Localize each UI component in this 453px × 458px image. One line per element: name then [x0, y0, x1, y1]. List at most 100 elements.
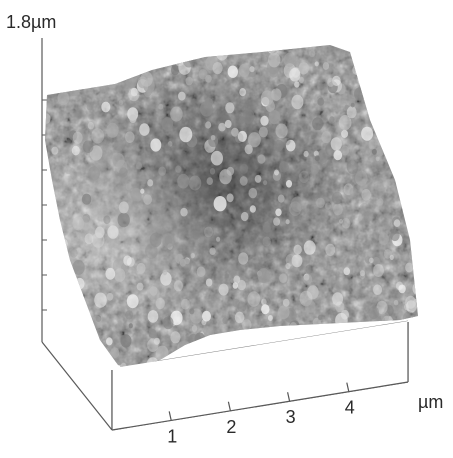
surface-grain [415, 293, 418, 301]
surface-grain [316, 197, 325, 208]
surface-grain [91, 128, 105, 144]
surface-grain [128, 323, 133, 329]
surface-grain [340, 145, 350, 156]
surface-grain [57, 330, 62, 336]
surface-grain [198, 69, 208, 80]
surface-grain [354, 87, 366, 101]
surface-grain [87, 121, 94, 130]
surface-grain [177, 173, 190, 189]
surface-grain [266, 254, 272, 261]
surface-grain [204, 122, 210, 129]
surface-grain [57, 352, 66, 363]
surface-grain [106, 122, 119, 138]
surface-grain [368, 306, 380, 320]
surface-grain [227, 65, 238, 78]
surface-grain [410, 333, 418, 348]
surface-grain [86, 104, 92, 111]
surface-grain [130, 187, 142, 202]
surface-grain [162, 269, 168, 276]
surface-grain [79, 216, 91, 230]
surface-grain [307, 285, 319, 300]
surface-grain [247, 291, 261, 307]
surface-grain [107, 225, 119, 239]
surface-grain [106, 292, 114, 301]
surface-grain [170, 197, 179, 208]
surface-grain [375, 108, 381, 115]
surface-grain [140, 71, 153, 87]
surface-grain [110, 347, 120, 359]
surface-grain [117, 212, 130, 228]
surface-grain [205, 121, 212, 129]
x-tick-mark [168, 411, 172, 421]
surface-grain [71, 145, 80, 156]
surface-grain [372, 182, 385, 198]
surface-grain [113, 138, 125, 151]
surface-grain [407, 197, 413, 204]
surface-grain [410, 115, 417, 124]
surface-grain [212, 62, 223, 75]
surface-grain [140, 188, 145, 194]
surface-grain [305, 264, 314, 274]
surface-grain [249, 66, 255, 73]
surface-grain [312, 117, 324, 131]
surface-grain [402, 123, 415, 137]
surface-grain [244, 144, 253, 155]
surface-grain [238, 252, 249, 265]
surface-grain [408, 64, 418, 78]
surface-grain [234, 132, 244, 143]
surface-grain [94, 45, 105, 57]
surface-grain [136, 262, 146, 274]
surface-grain [248, 132, 261, 148]
surface-grain [147, 179, 154, 187]
x-axis-ticks: 1 2 3 4 [167, 382, 355, 446]
surface-grain [75, 353, 88, 368]
surface-grain [190, 253, 195, 259]
surface-grain [362, 86, 372, 98]
surface-grain [216, 236, 221, 242]
surface-grain [129, 114, 137, 123]
surface-grain [275, 208, 282, 217]
x-tick-mark [346, 382, 350, 392]
surface-grain [371, 81, 384, 96]
surface-grain [75, 128, 88, 144]
surface-grain [180, 298, 190, 310]
surface-grain [228, 265, 238, 276]
surface-grain [173, 280, 183, 292]
surface-grain [299, 170, 310, 184]
surface-grain [285, 262, 291, 270]
surface-grain [379, 111, 391, 125]
surface-grain [248, 187, 258, 199]
surface-grain [396, 311, 406, 323]
surface-grain [57, 352, 63, 359]
surface-grain [330, 137, 342, 151]
surface-grain [249, 205, 256, 213]
surface-grain [314, 61, 319, 67]
surface-grain [105, 267, 116, 280]
surface-grain [45, 47, 50, 55]
surface-grain [361, 53, 374, 69]
surface-grain [373, 284, 382, 296]
surface-grain [400, 153, 405, 158]
surface-grain [285, 219, 290, 225]
surface-grain [77, 321, 89, 335]
surface-grain [88, 166, 100, 181]
surface-grain [224, 119, 232, 129]
surface-grain [94, 292, 107, 308]
surface-grain [408, 250, 417, 261]
surface-grain [373, 264, 384, 277]
surface-grain [46, 358, 53, 365]
surface-grain [218, 122, 226, 132]
surface-grain [242, 319, 252, 331]
surface-grain [170, 310, 183, 326]
surface-grain [175, 165, 182, 173]
surface-grain [389, 298, 402, 314]
surface-grain [380, 311, 390, 322]
surface-grain [101, 101, 111, 113]
surface-grain [405, 262, 414, 273]
surface-grain [148, 328, 157, 339]
surface-grain [240, 211, 249, 222]
surface-grain [316, 149, 328, 164]
surface-grain [213, 196, 227, 212]
surface-grain [290, 196, 304, 212]
surface-grain [392, 71, 402, 83]
